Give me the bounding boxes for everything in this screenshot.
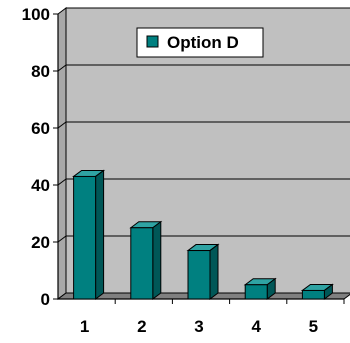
- legend: Option D: [136, 27, 264, 58]
- bar-side: [95, 169, 105, 300]
- plot-side-wall: [57, 7, 67, 300]
- legend-swatch: [146, 35, 159, 48]
- y-tick-label: 60: [31, 119, 50, 138]
- bar: [73, 175, 97, 300]
- y-tick-label: 80: [31, 62, 50, 81]
- bar: [187, 250, 211, 300]
- gridline-side: [57, 235, 67, 243]
- legend-label: Option D: [167, 33, 239, 52]
- x-tick-label: 1: [80, 317, 89, 336]
- y-tick-label: 100: [22, 5, 50, 24]
- bar: [301, 289, 325, 300]
- y-tick-label: 0: [41, 290, 50, 309]
- gridline-side: [57, 178, 67, 186]
- x-tick-label: 4: [251, 317, 261, 336]
- x-tick-label: 2: [137, 317, 146, 336]
- bar: [130, 227, 154, 300]
- bars: [72, 169, 334, 300]
- gridline-side: [57, 121, 67, 129]
- x-tick-label: 5: [309, 317, 318, 336]
- y-axis-ticks: 0 20 40 60 80 100: [22, 5, 58, 309]
- y-tick-label: 20: [31, 233, 50, 252]
- gridline-side: [57, 64, 67, 72]
- y-tick-label: 40: [31, 176, 50, 195]
- gridlines: [57, 64, 350, 243]
- x-axis-ticks: 1 2 3 4 5: [80, 299, 345, 336]
- bar: [244, 284, 268, 300]
- bar-side: [209, 243, 219, 300]
- x-tick-label: 3: [194, 317, 203, 336]
- bar-side: [152, 220, 162, 300]
